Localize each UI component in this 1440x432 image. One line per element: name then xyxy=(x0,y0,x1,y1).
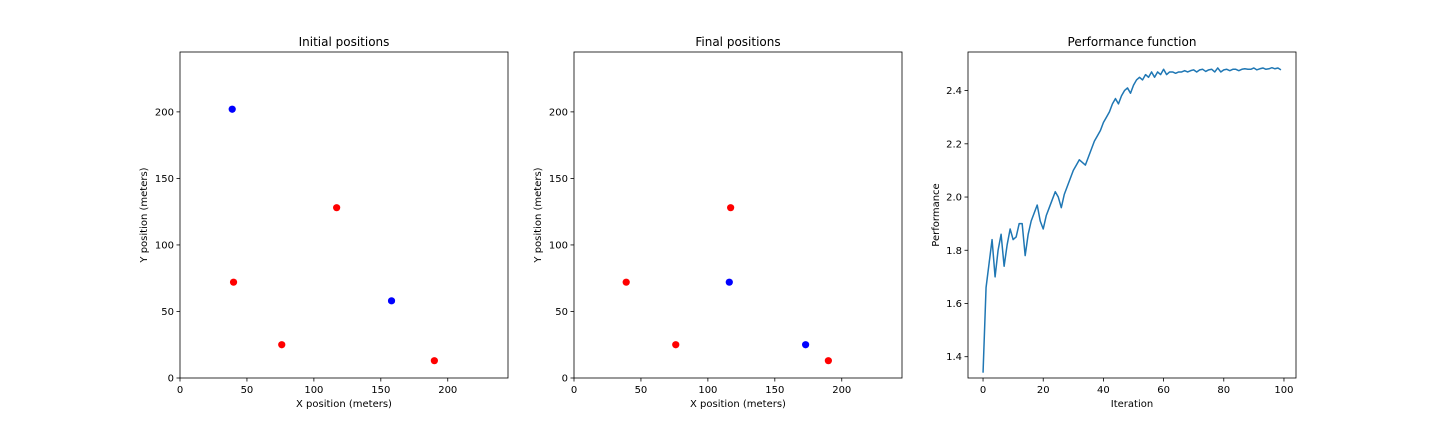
y-tick-label: 1.6 xyxy=(946,299,962,310)
y-tick-label: 1.8 xyxy=(946,246,962,257)
data-point xyxy=(802,341,810,349)
chart-panel-2: 0 50 100 150 200 0 50 100 150 200 Final positions X… xyxy=(533,35,903,410)
chart-title: Final positions xyxy=(695,35,780,49)
x-tick-label: 0 xyxy=(571,385,577,396)
y-tick-label: 200 xyxy=(549,107,568,118)
chart-panel-1: 0 50 100 150 200 0 50 100 150 200 Initial position… xyxy=(139,35,509,410)
y-tick-label: 100 xyxy=(155,240,174,251)
data-point xyxy=(727,204,735,212)
y-tick-label: 200 xyxy=(155,107,174,118)
x-tick-label: 200 xyxy=(832,385,851,396)
x-axis-label: X position (meters) xyxy=(296,399,392,410)
x-tick-label: 50 xyxy=(241,385,254,396)
x-tick-label: 80 xyxy=(1217,385,1230,396)
y-tick-label: 0 xyxy=(168,374,174,385)
y-tick-label: 2.4 xyxy=(946,86,962,97)
x-tick-label: 0 xyxy=(980,385,986,396)
y-axis-label: Y position (meters) xyxy=(533,167,544,263)
x-tick-label: 200 xyxy=(438,385,457,396)
y-tick-label: 2.2 xyxy=(946,139,962,150)
y-tick-label: 0 xyxy=(562,374,568,385)
performance-line xyxy=(982,66,1282,373)
plot-frame xyxy=(573,51,903,379)
data-point xyxy=(278,341,286,349)
chart-panel-3: 0 20 40 60 80 100 1.4 1.6 1.8 2.0 2.2 2.4 Performanc… xyxy=(931,35,1297,410)
x-tick-label: 150 xyxy=(371,385,390,396)
y-tick-label: 1.4 xyxy=(946,352,962,363)
plot-frame xyxy=(179,51,509,379)
y-tick-label: 50 xyxy=(161,307,174,318)
data-point xyxy=(725,278,733,286)
x-tick-label: 0 xyxy=(177,385,183,396)
data-point xyxy=(672,341,680,349)
y-tick-label: 150 xyxy=(155,174,174,185)
chart-title: Performance function xyxy=(1068,35,1197,49)
x-tick-label: 100 xyxy=(1274,385,1293,396)
x-tick-label: 60 xyxy=(1157,385,1170,396)
x-tick-label: 20 xyxy=(1037,385,1050,396)
y-tick-label: 100 xyxy=(549,240,568,251)
data-point xyxy=(622,278,630,286)
x-tick-label: 100 xyxy=(698,385,717,396)
x-tick-label: 50 xyxy=(635,385,648,396)
chart-title: Initial positions xyxy=(299,35,390,49)
data-point xyxy=(430,357,438,365)
x-axis-label: X position (meters) xyxy=(690,399,786,410)
y-axis-label: Performance xyxy=(931,183,942,246)
data-point xyxy=(228,105,236,113)
data-point xyxy=(333,204,341,212)
x-tick-label: 40 xyxy=(1097,385,1110,396)
data-point xyxy=(387,297,396,305)
y-axis-label: Y position (meters) xyxy=(139,167,150,263)
y-tick-label: 150 xyxy=(549,174,568,185)
plot-frame xyxy=(967,51,1297,379)
data-point xyxy=(229,278,238,286)
x-axis-label: Iteration xyxy=(1111,399,1153,410)
y-tick-label: 50 xyxy=(555,307,568,318)
x-tick-label: 150 xyxy=(765,385,784,396)
y-tick-label: 2.0 xyxy=(946,193,962,204)
data-point xyxy=(824,357,832,365)
x-tick-label: 100 xyxy=(304,385,323,396)
